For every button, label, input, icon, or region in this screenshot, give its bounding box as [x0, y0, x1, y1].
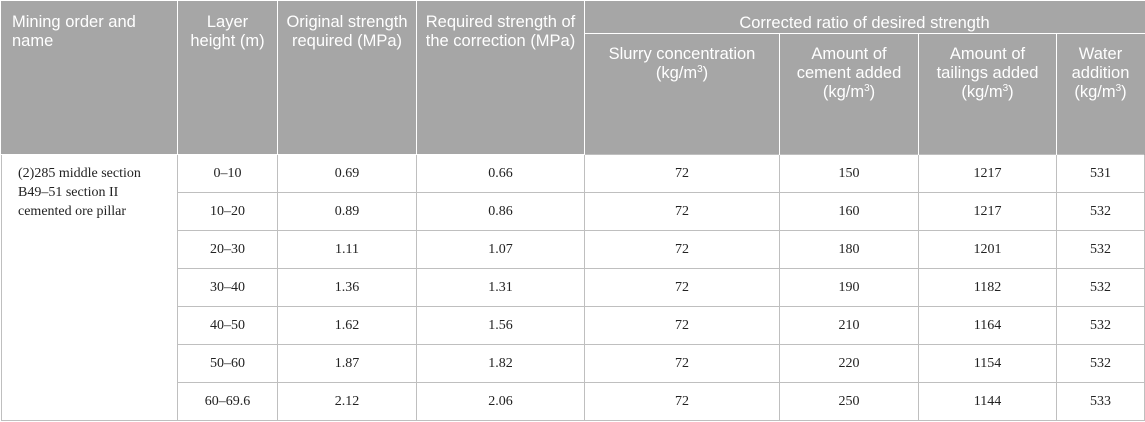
header-row-bottom: Slurry concentration (kg/m3) Amount of c…	[2, 33, 1145, 155]
table-row: (2)285 middle section B49–51 section II …	[1, 154, 1145, 421]
layer-height-cell: 60–69.6	[177, 382, 278, 421]
slurry-concentration-cell: 72	[584, 382, 780, 421]
header-tailings-added: Amount of tailings added (kg/m3)	[918, 33, 1057, 155]
header-water-close: )	[1121, 83, 1127, 101]
required-strength-cell: 0.66	[416, 154, 585, 193]
header-cement-sup: 3	[864, 83, 870, 94]
tailings-amount-cell: 1154	[918, 344, 1057, 383]
original-strength-cell: 1.36	[277, 268, 417, 307]
required-strength-cell: 1.07	[416, 230, 585, 269]
header-layer-height: Layer height (m)	[177, 1, 278, 155]
table-row: 20–30 1.11 1.07 72 180 1201 532	[2, 230, 1145, 269]
header-cement-text: Amount of cement added (kg/m	[796, 45, 902, 101]
table-header: Mining order and name Layer height (m) O…	[1, 1, 1145, 155]
layer-height-cell: 0–10	[177, 154, 278, 193]
tailings-amount-cell: 1217	[918, 192, 1057, 231]
original-strength-cell: 1.87	[277, 344, 417, 383]
water-addition-cell: 532	[1055, 230, 1145, 269]
cement-amount-cell: 150	[779, 154, 919, 193]
cement-amount-cell: 190	[779, 268, 919, 307]
required-strength-cell: 1.82	[416, 344, 585, 383]
header-slurry-concentration: Slurry concentration (kg/m3)	[584, 33, 780, 155]
layer-height-cell: 40–50	[177, 306, 278, 345]
original-strength-cell: 1.11	[277, 230, 417, 269]
table-row: 60–69.6 2.12 2.06 72 250 1144 533	[2, 382, 1145, 421]
header-row-top: Mining order and name Layer height (m) O…	[1, 1, 1145, 155]
header-cement-added: Amount of cement added (kg/m3)	[779, 33, 919, 155]
table-row: 10–20 0.89 0.86 72 160 1217 532	[2, 192, 1145, 231]
header-water-sup: 3	[1115, 83, 1122, 94]
table-body: (2)285 middle section B49–51 section II …	[1, 154, 1145, 421]
layer-height-cell: 20–30	[177, 230, 278, 269]
required-strength-cell: 1.31	[416, 268, 585, 307]
slurry-concentration-cell: 72	[584, 268, 780, 307]
slurry-concentration-cell: 72	[584, 230, 780, 269]
water-addition-cell: 531	[1055, 154, 1145, 193]
header-required-strength: Required strength of the correction (MPa…	[416, 1, 585, 155]
header-cement-close: )	[869, 83, 876, 101]
required-strength-cell: 1.56	[416, 306, 585, 345]
tailings-amount-cell: 1164	[918, 306, 1057, 345]
header-original-strength: Original strength required (MPa)	[277, 1, 417, 155]
header-slurry-sup: 3	[697, 64, 703, 75]
tailings-amount-cell: 1201	[918, 230, 1057, 269]
water-addition-cell: 532	[1055, 192, 1145, 231]
header-tailings-sup: 3	[1002, 83, 1009, 94]
water-addition-cell: 533	[1055, 382, 1145, 421]
tailings-amount-cell: 1217	[918, 154, 1057, 193]
cement-amount-cell: 160	[779, 192, 919, 231]
slurry-concentration-cell: 72	[584, 154, 780, 193]
water-addition-cell: 532	[1055, 344, 1145, 383]
mining-order-name-cell: (2)285 middle section B49–51 section II …	[1, 154, 178, 421]
original-strength-cell: 2.12	[277, 382, 417, 421]
header-tailings-text: Amount of tailings added (kg/m	[936, 45, 1039, 101]
header-corrected-ratio: Corrected ratio of desired strength	[583, 1, 1145, 34]
header-slurry-close: )	[702, 64, 709, 82]
original-strength-cell: 0.69	[277, 154, 417, 193]
table-row: 40–50 1.62 1.56 72 210 1164 532	[2, 306, 1145, 345]
tailings-amount-cell: 1182	[918, 268, 1057, 307]
cement-amount-cell: 180	[779, 230, 919, 269]
header-slurry-text: Slurry concentration (kg/m	[608, 45, 756, 82]
slurry-concentration-cell: 72	[584, 306, 780, 345]
required-strength-cell: 2.06	[416, 382, 585, 421]
header-water-text: Water addition (kg/m	[1071, 45, 1130, 101]
original-strength-cell: 1.62	[277, 306, 417, 345]
tailings-amount-cell: 1144	[918, 382, 1057, 421]
original-strength-cell: 0.89	[277, 192, 417, 231]
slurry-concentration-cell: 72	[584, 192, 780, 231]
cement-amount-cell: 210	[779, 306, 919, 345]
header-water-addition: Water addition (kg/m3)	[1055, 33, 1145, 155]
slurry-concentration-cell: 72	[584, 344, 780, 383]
cement-amount-cell: 220	[779, 344, 919, 383]
layer-height-cell: 10–20	[177, 192, 278, 231]
cement-amount-cell: 250	[779, 382, 919, 421]
header-mining-order: Mining order and name	[1, 1, 178, 155]
layer-height-cell: 30–40	[177, 268, 278, 307]
layer-height-cell: 50–60	[177, 344, 278, 383]
table-row: 30–40 1.36 1.31 72 190 1182 532	[2, 268, 1145, 307]
table-row: 50–60 1.87 1.82 72 220 1154 532	[2, 344, 1145, 383]
required-strength-cell: 0.86	[416, 192, 585, 231]
water-addition-cell: 532	[1055, 306, 1145, 345]
header-tailings-close: )	[1008, 83, 1014, 101]
water-addition-cell: 532	[1055, 268, 1145, 307]
